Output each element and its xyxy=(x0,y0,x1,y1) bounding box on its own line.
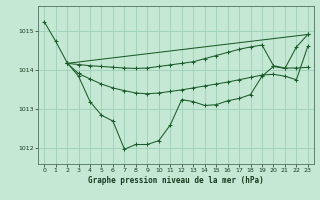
X-axis label: Graphe pression niveau de la mer (hPa): Graphe pression niveau de la mer (hPa) xyxy=(88,176,264,185)
